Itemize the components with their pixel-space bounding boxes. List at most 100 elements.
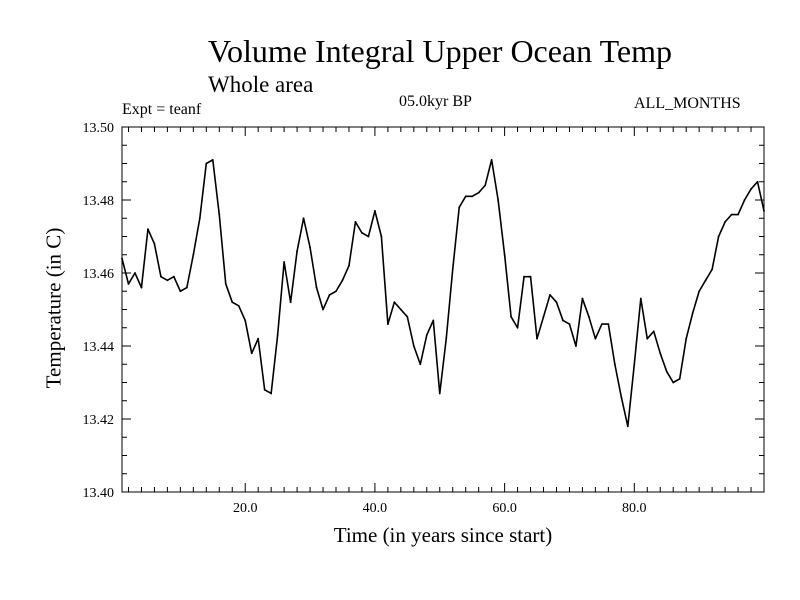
- data-point: [322, 308, 324, 311]
- data-point: [341, 279, 344, 282]
- data-point: [198, 217, 201, 220]
- data-point: [730, 213, 733, 216]
- x-axis-label: Time (in years since start): [333, 523, 553, 547]
- data-point: [354, 221, 357, 223]
- data-point: [374, 210, 376, 212]
- data-point: [490, 158, 493, 161]
- data-points: [121, 158, 765, 428]
- data-point: [185, 286, 188, 289]
- data-point: [581, 297, 584, 300]
- data-point: [386, 323, 389, 325]
- data-point: [711, 268, 714, 271]
- data-point: [477, 191, 480, 194]
- y-tick-label: 13.42: [83, 413, 115, 428]
- data-point: [270, 392, 273, 395]
- data-point: [211, 158, 214, 161]
- data-point: [659, 352, 662, 355]
- data-point: [438, 392, 441, 395]
- data-point: [166, 279, 169, 282]
- data-point: [750, 188, 752, 190]
- data-point: [250, 352, 253, 355]
- data-point: [555, 301, 558, 304]
- data-point: [652, 330, 655, 333]
- data-point: [510, 315, 512, 318]
- data-point: [147, 228, 149, 231]
- data-point: [153, 242, 156, 245]
- data-point: [179, 290, 182, 293]
- data-point: [503, 253, 506, 256]
- data-point: [296, 250, 298, 253]
- chart-subtitle: Whole area: [208, 72, 314, 97]
- data-point: [536, 337, 538, 340]
- data-point: [289, 301, 292, 304]
- x-tick-label: 20.0: [233, 501, 258, 516]
- x-tick-label: 80.0: [622, 501, 647, 516]
- data-point: [231, 301, 234, 304]
- data-point: [678, 377, 681, 380]
- data-point: [172, 275, 175, 278]
- data-point: [348, 264, 350, 267]
- data-point: [257, 337, 260, 340]
- data-point: [523, 275, 525, 278]
- data-point: [613, 363, 616, 366]
- data-point: [464, 195, 467, 198]
- data-point: [685, 337, 688, 340]
- data-point: [218, 213, 221, 216]
- y-tick-label: 13.44: [83, 340, 115, 355]
- data-point: [224, 283, 227, 285]
- data-point: [309, 246, 311, 249]
- data-point: [542, 315, 545, 318]
- data-point: [160, 275, 162, 278]
- y-tick-label: 13.48: [83, 194, 115, 209]
- period-label: 05.0kyr BP: [399, 93, 472, 110]
- data-point: [626, 425, 629, 428]
- data-point: [588, 315, 590, 318]
- data-point: [237, 304, 240, 307]
- data-point: [361, 231, 363, 234]
- months-label: ALL_MONTHS: [634, 95, 741, 112]
- data-point: [283, 261, 286, 263]
- data-point: [639, 297, 642, 300]
- data-point: [646, 337, 649, 340]
- data-point: [263, 388, 266, 391]
- data-point: [140, 286, 143, 289]
- data-point: [568, 323, 571, 325]
- data-point: [393, 301, 396, 304]
- data-point: [134, 272, 136, 274]
- data-point: [205, 162, 208, 165]
- data-point: [620, 396, 623, 398]
- data-point: [484, 184, 487, 187]
- y-tick-label: 13.46: [83, 267, 115, 282]
- chart-title: Volume Integral Upper Ocean Temp: [208, 33, 672, 69]
- tick-labels: 20.0 40.0 60.0 80.0 13.40 13.42 13.44 13.46 13.4…: [83, 121, 647, 516]
- data-point: [691, 312, 694, 315]
- data-point: [367, 235, 370, 238]
- data-point: [717, 235, 720, 238]
- series-line-temperature: [121, 159, 765, 428]
- data-point: [471, 195, 474, 198]
- data-point: [127, 283, 130, 285]
- data-point: [698, 290, 701, 293]
- data-point: [315, 286, 318, 289]
- data-point: [276, 334, 279, 336]
- data-point: [406, 315, 409, 318]
- data-point: [704, 279, 707, 282]
- y-tick-label: 13.50: [83, 121, 115, 136]
- data-point: [425, 334, 428, 336]
- data-point: [412, 345, 415, 347]
- data-point: [743, 199, 746, 201]
- data-point: [399, 308, 402, 311]
- data-point: [328, 294, 331, 296]
- data-point: [607, 323, 610, 325]
- data-point: [549, 294, 551, 296]
- data-point: [335, 290, 337, 293]
- axis-ticks: [122, 127, 764, 492]
- data-point: [451, 268, 454, 271]
- data-point: [445, 337, 448, 340]
- data-point: [756, 180, 759, 183]
- plot-frame: [121, 126, 765, 493]
- data-point: [516, 326, 519, 329]
- data-point: [458, 206, 461, 209]
- data-point: [244, 319, 247, 322]
